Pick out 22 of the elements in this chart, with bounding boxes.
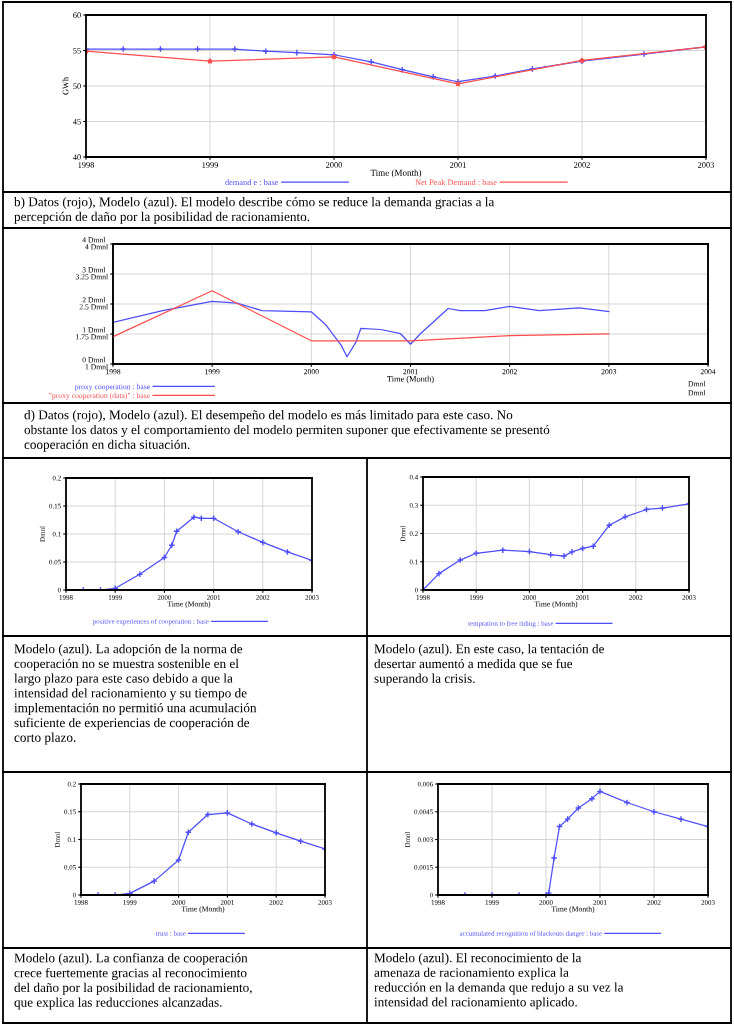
y-tick-label: 60: [73, 12, 81, 18]
x-tick-label: 2002: [574, 162, 590, 168]
text: Net Peak Demand : base: [415, 179, 497, 186]
text: b) Datos (rojo), Modelo (azul). El modelo describe cómo se reduce la demanda gracias a la percepción de daño por la posibilidad de racionamiento.: [14, 197, 495, 224]
x-tick-label: 1999: [202, 162, 218, 168]
text: Modelo (azul). La adopción de la norma de cooperación no se muestra sostenible en el largo plazo para este caso debido a que la intensidad del racionamiento y su tiempo de implementación no permitió una acumulación suficiente de experiencias de cooperación de corto plazo.: [14, 644, 257, 745]
text: Modelo (azul). La confianza de cooperación crece fuertemente gracias al reconocimiento del daño por la posibilidad de racionamiento, que explica las reducciones alcanzadas.: [14, 953, 252, 1010]
text: d) Datos (rojo), Modelo (azul). El desempeño del modelo es más limitado para este caso. No obstante los datos y el comportamiento del modelo permiten suponer que efectivamente se presentó cooperación en dicha situación.: [24, 410, 550, 452]
x-axis-title: Time (Month): [370, 169, 422, 178]
text: Modelo (azul). En este caso, la tentación de desertar aumentó a medida que se fue superando la crisis.: [374, 644, 604, 686]
x-axis-title: Time (Month): [387, 375, 434, 384]
x-tick-label: 1998: [78, 162, 95, 168]
x-tick-label: 2003: [698, 162, 715, 168]
y-axis-title: GWh: [62, 77, 69, 95]
y-tick-label: 50: [73, 83, 81, 89]
y-tick-label: 45: [72, 118, 81, 125]
y-tick-label: 55: [73, 47, 81, 54]
text: Modelo (azul). El reconocimiento de la amenaza de racionamiento explica la reducción en la demanda que redujo a su vez la intensidad del racionamiento aplicado.: [374, 953, 624, 1010]
text: demand e : base: [225, 179, 279, 186]
x-tick-label: 2000: [326, 162, 343, 168]
x-tick-label: 2001: [450, 162, 466, 168]
y-tick-label: 40: [72, 154, 81, 160]
